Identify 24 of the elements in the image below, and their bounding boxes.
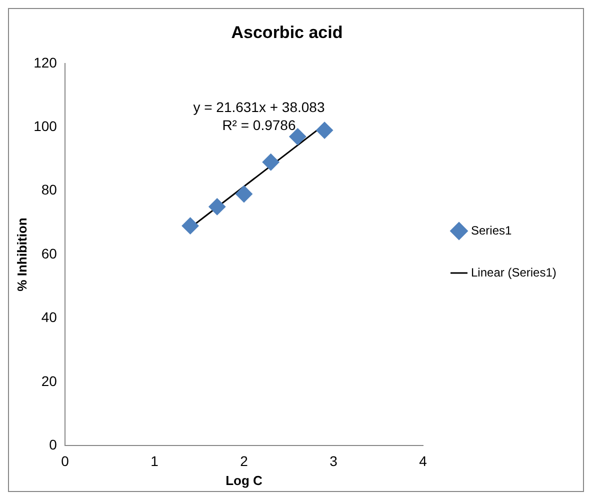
x-axis-title: Log C — [226, 472, 263, 488]
x-tick-label: 3 — [330, 452, 338, 469]
y-tick-label: 100 — [34, 118, 58, 134]
point — [182, 217, 199, 234]
x-tick-label: 0 — [61, 452, 70, 469]
point — [208, 198, 226, 216]
chart-title: Ascorbic acid — [231, 22, 343, 42]
y-tick-label: 60 — [41, 245, 58, 262]
y-tick-label: 40 — [41, 309, 58, 326]
x-tick-label: 2 — [240, 452, 248, 469]
point — [235, 185, 252, 202]
point — [316, 122, 334, 139]
point — [262, 154, 280, 171]
y-tick-label: 80 — [41, 182, 58, 198]
x-tick-label: 1 — [150, 452, 159, 469]
legend-label: Linear (Series1) — [471, 265, 556, 280]
y-tick-label: 20 — [41, 372, 58, 389]
x-tick-label: 4 — [419, 452, 428, 469]
annotation: R² = 0.9786 — [222, 116, 296, 133]
legend-label: Series1 — [471, 223, 512, 238]
annotation: y = 21.631x + 38.083 — [193, 98, 325, 115]
y-tick-label: 0 — [49, 436, 58, 452]
y-axis-title: % Inhibition — [14, 218, 30, 292]
y-tick-label: 120 — [34, 54, 58, 70]
